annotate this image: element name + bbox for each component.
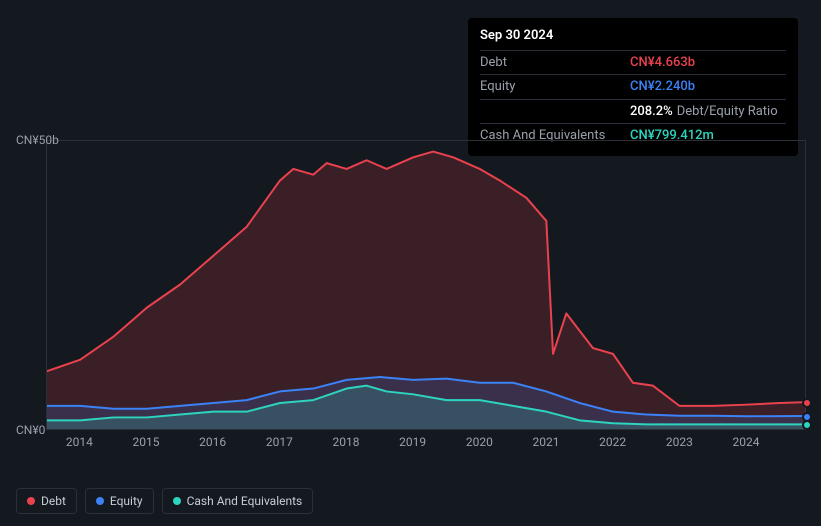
legend-dot — [96, 497, 104, 505]
x-axis-tick: 2017 — [266, 435, 293, 449]
legend-dot — [27, 497, 35, 505]
tooltip-row: DebtCN¥4.663b — [480, 50, 786, 75]
series-end-dot — [802, 398, 812, 408]
tooltip-label: Equity — [480, 77, 630, 97]
chart-legend: Debt Equity Cash And Equivalents — [16, 488, 313, 514]
legend-item-equity[interactable]: Equity — [85, 488, 154, 514]
legend-item-cash-and-equivalents[interactable]: Cash And Equivalents — [162, 488, 314, 514]
tooltip-value: CN¥4.663b — [630, 53, 695, 73]
series-end-dot — [802, 420, 812, 430]
x-axis-tick: 2021 — [533, 435, 560, 449]
tooltip-label: Debt — [480, 53, 630, 73]
legend-label: Cash And Equivalents — [187, 494, 303, 508]
x-axis-tick: 2016 — [199, 435, 226, 449]
x-axis-tick: 2014 — [66, 435, 93, 449]
x-axis-tick: 2023 — [666, 435, 693, 449]
legend-dot — [173, 497, 181, 505]
tooltip-row: EquityCN¥2.240b — [480, 74, 786, 99]
tooltip-value: 208.2%Debt/Equity Ratio — [630, 102, 778, 122]
x-axis-tick: 2022 — [599, 435, 626, 449]
tooltip-date: Sep 30 2024 — [480, 26, 786, 46]
legend-label: Debt — [41, 494, 66, 508]
x-axis-tick: 2015 — [133, 435, 160, 449]
x-axis-tick: 2018 — [333, 435, 360, 449]
y-axis-label: CN¥50b — [16, 133, 61, 147]
chart-svg — [47, 140, 806, 429]
legend-label: Equity — [110, 494, 143, 508]
x-axis-tick: 2024 — [733, 435, 760, 449]
x-axis-tick: 2020 — [466, 435, 493, 449]
tooltip-value: CN¥2.240b — [630, 77, 695, 97]
chart-plot-area[interactable] — [46, 140, 806, 430]
debt-equity-chart: 2014 2015 2016 2017 2018 2019 2020 2021 2022 2023… — [16, 120, 806, 470]
x-axis-ticks: 2014 2015 2016 2017 2018 2019 2020 2021 2022 2023… — [46, 435, 806, 455]
tooltip-label — [480, 102, 630, 122]
x-axis-tick: 2019 — [399, 435, 426, 449]
legend-item-debt[interactable]: Debt — [16, 488, 77, 514]
y-axis-label: CN¥0 — [16, 423, 61, 437]
